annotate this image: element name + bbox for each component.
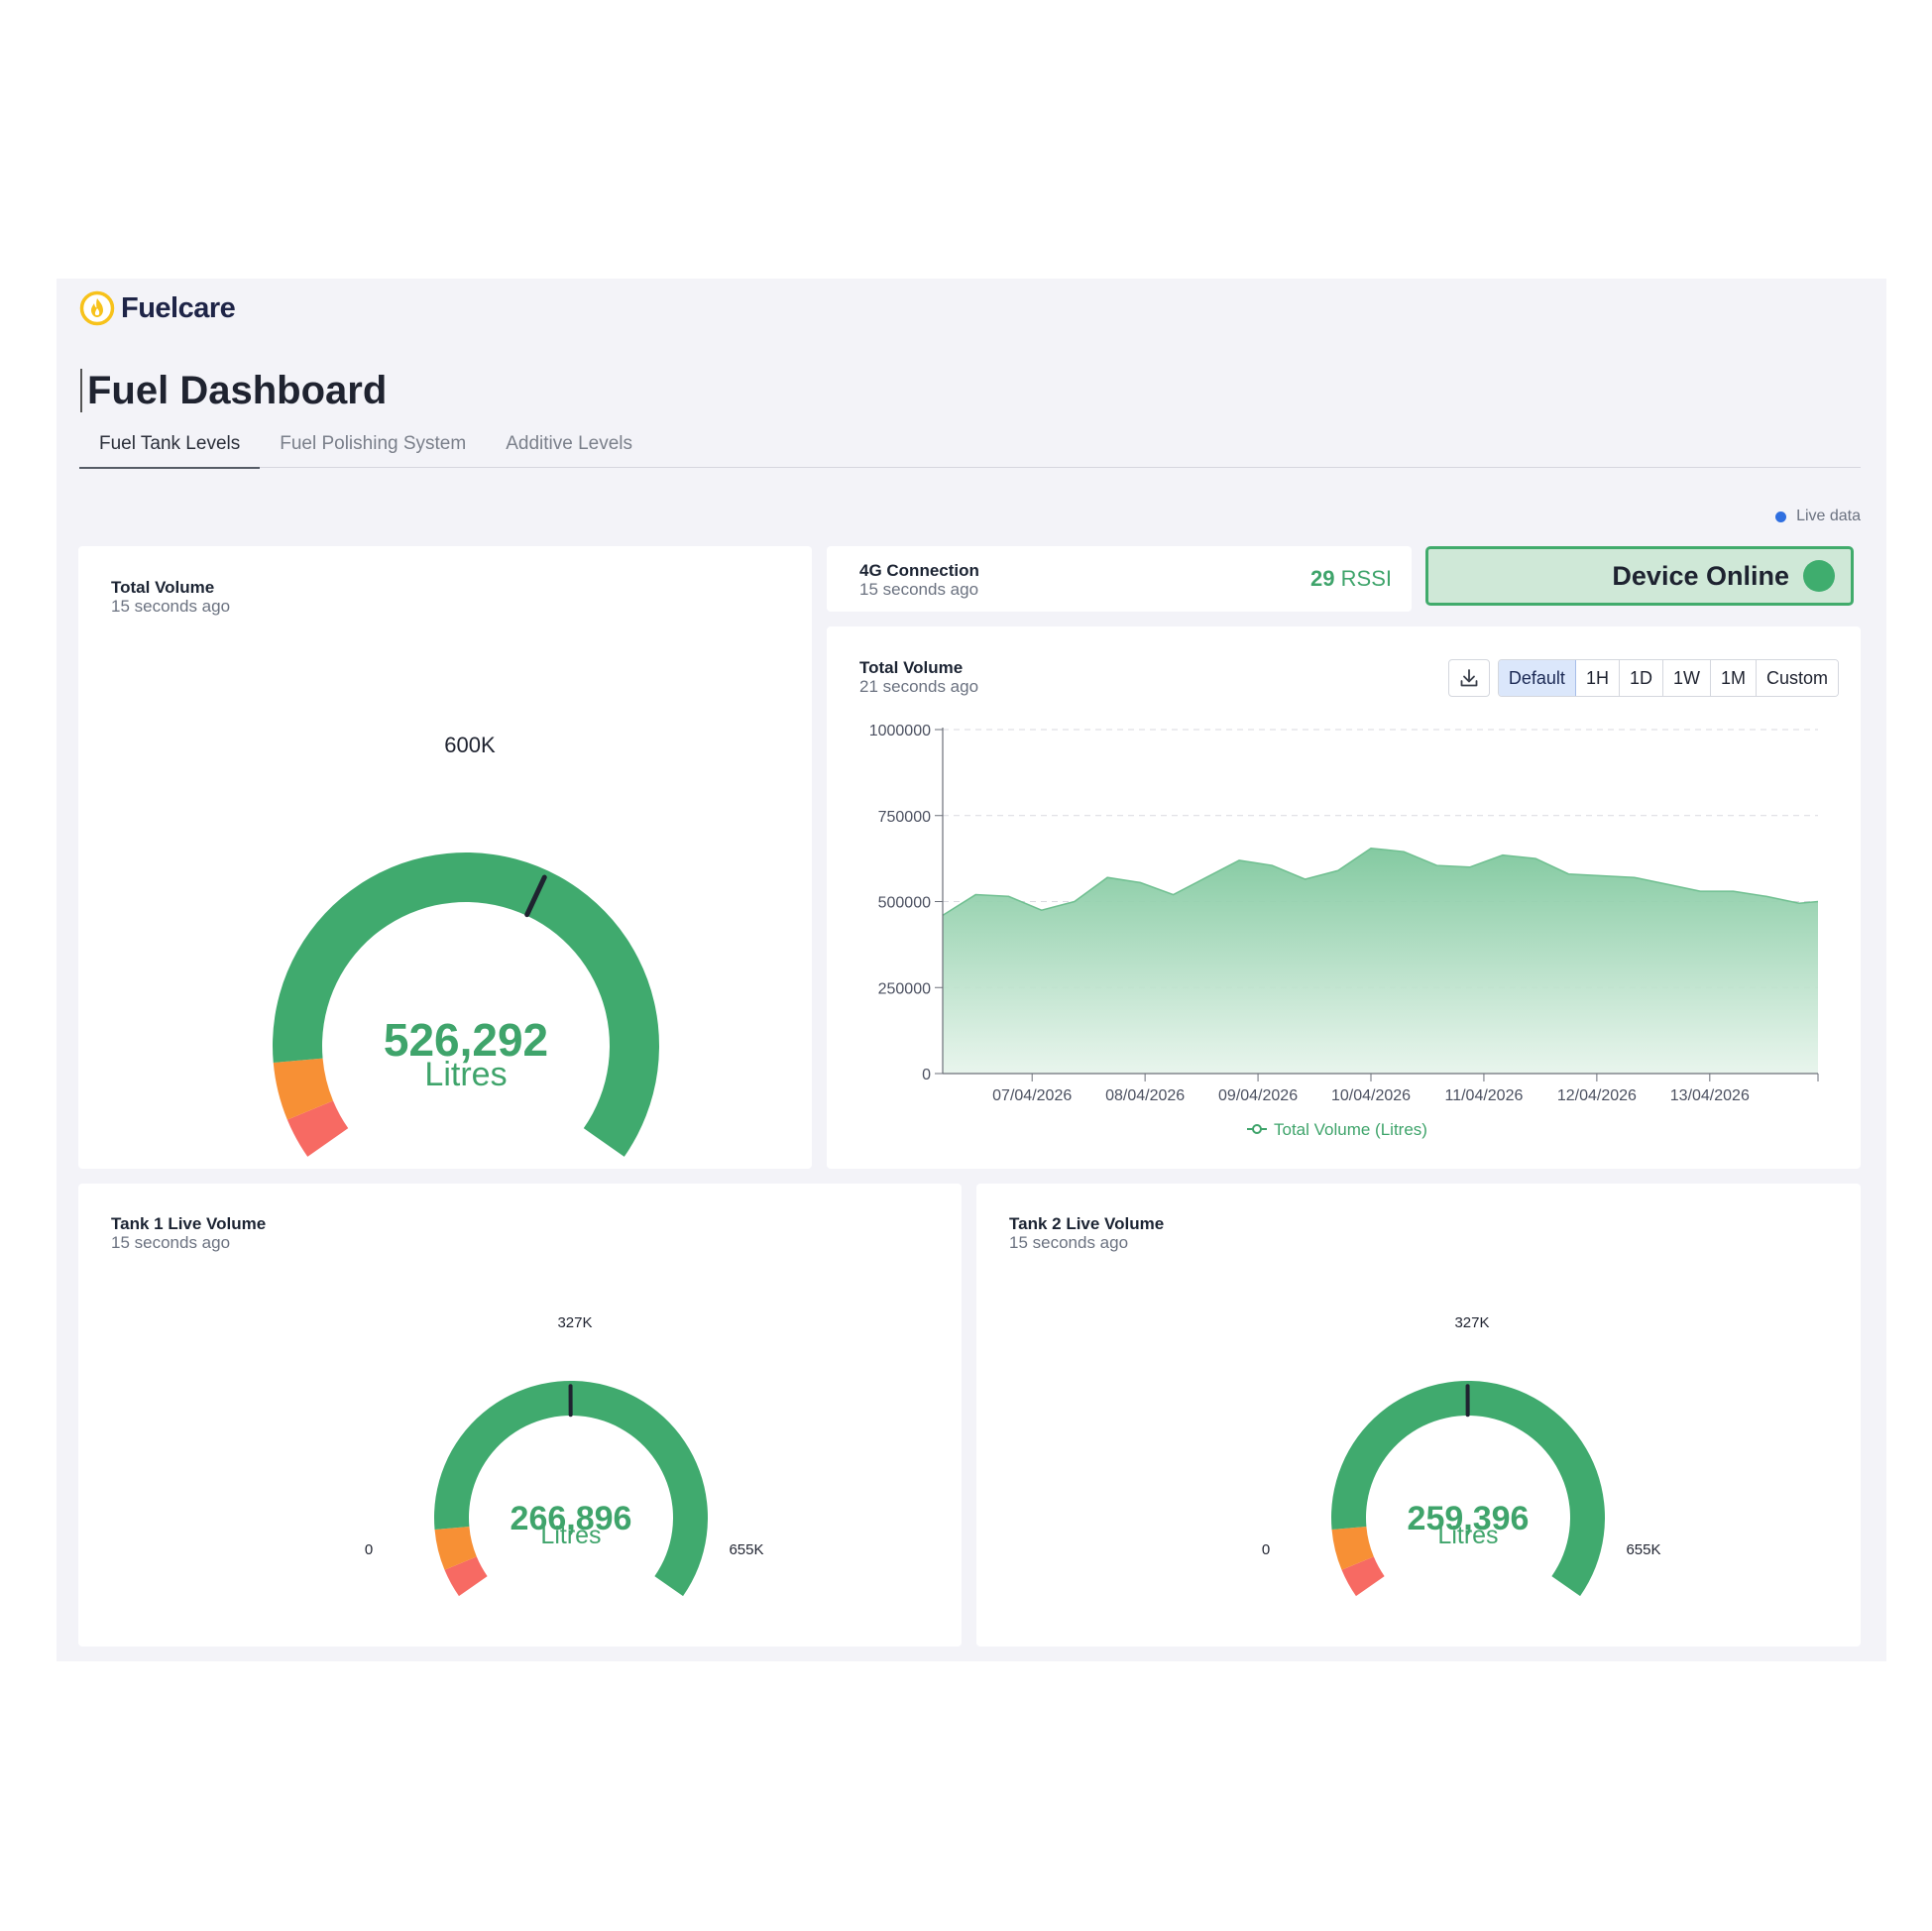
gauge-orange-band — [434, 1526, 477, 1570]
x-tick-label: 08/04/2026 — [1105, 1087, 1185, 1104]
gauge-marker-needle — [524, 874, 547, 918]
gauge-unit: Litres — [1437, 1522, 1498, 1549]
gauge-marker-label: 327K — [1454, 1314, 1489, 1331]
x-tick-label: 11/04/2026 — [1444, 1087, 1523, 1104]
total-volume-chart-card: Total Volume 21 seconds ago Default 1H 1… — [827, 626, 1861, 1169]
page-title: Fuel Dashboard — [80, 369, 387, 412]
live-dot-icon — [1775, 511, 1787, 522]
legend-marker-icon — [1252, 1124, 1262, 1134]
live-data-indicator: Live data — [1775, 508, 1861, 525]
gauge-marker-label: 600K — [444, 733, 496, 757]
gauge-max-label: 655K — [729, 1541, 763, 1558]
y-tick-label: 0 — [922, 1067, 931, 1083]
y-tick-label: 500000 — [878, 895, 931, 912]
range-1h-button[interactable]: 1H — [1575, 660, 1620, 696]
device-status-label: Device Online — [1612, 560, 1789, 591]
download-icon — [1460, 669, 1478, 687]
card-title: 4G Connection — [859, 561, 979, 580]
card-title: Tank 1 Live Volume — [111, 1214, 267, 1233]
x-tick-label: 10/04/2026 — [1331, 1087, 1411, 1104]
gauge-red-band — [1341, 1556, 1385, 1597]
gauge-marker-label: 327K — [557, 1314, 592, 1331]
card-updated-time: 15 seconds ago — [111, 1233, 231, 1252]
total-volume-area — [943, 848, 1818, 1074]
status-dot-icon — [1803, 560, 1835, 592]
tab-additive-levels[interactable]: Additive Levels — [506, 433, 632, 454]
card-updated-time: 21 seconds ago — [859, 677, 979, 696]
card-updated-time: 15 seconds ago — [859, 580, 979, 599]
tab-fuel-tank-levels[interactable]: Fuel Tank Levels — [79, 421, 261, 469]
rssi-unit: RSSI — [1340, 566, 1392, 591]
connection-card: 4G Connection 15 seconds ago 29 RSSI — [827, 546, 1412, 612]
device-status-badge: Device Online — [1425, 546, 1854, 606]
range-1w-button[interactable]: 1W — [1662, 660, 1711, 696]
x-tick-label: 07/04/2026 — [992, 1087, 1072, 1104]
gauge-max-label: 655K — [1626, 1541, 1660, 1558]
gauge-green-band — [434, 1381, 708, 1597]
download-button[interactable] — [1447, 659, 1490, 697]
gauge-value: 526,292 — [384, 1014, 548, 1066]
legend-label: Total Volume (Litres) — [1274, 1120, 1427, 1139]
rssi-readout: 29 RSSI — [1310, 566, 1392, 592]
card-title: Total Volume — [859, 658, 964, 677]
dashboard-tabs: Fuel Tank Levels Fuel Polishing System A… — [79, 421, 1861, 469]
gauge-green-band — [1331, 1381, 1605, 1597]
time-range-toolbar: Default 1H 1D 1W 1M Custom — [1447, 659, 1839, 697]
x-tick-label: 12/04/2026 — [1557, 1087, 1637, 1104]
gauge-green-band — [273, 852, 660, 1157]
card-title: Total Volume — [111, 578, 215, 597]
total-volume-gauge: 526,292Litres600K01M — [273, 733, 660, 1157]
range-default-button[interactable]: Default — [1498, 660, 1576, 696]
range-button-group: Default 1H 1D 1W 1M Custom — [1497, 659, 1839, 697]
y-tick-label: 750000 — [878, 809, 931, 826]
tank2-gauge-card: Tank 2 Live Volume 15 seconds ago 259,39… — [976, 1184, 1861, 1647]
range-custom-button[interactable]: Custom — [1756, 660, 1838, 696]
chart-legend[interactable]: Total Volume (Litres) — [1247, 1120, 1427, 1139]
gauge-red-band — [444, 1556, 488, 1597]
range-1m-button[interactable]: 1M — [1710, 660, 1757, 696]
total-volume-line — [942, 847, 1819, 917]
y-tick-label: 250000 — [878, 980, 931, 997]
tank1-gauge-card: Tank 1 Live Volume 15 seconds ago 266,89… — [78, 1184, 962, 1647]
x-tick-label: 13/04/2026 — [1670, 1087, 1750, 1104]
total-volume-gauge-card: Total Volume 15 seconds ago 526,292 Litre… — [78, 546, 812, 1169]
dashboard-app: Fuelcare Fuel Dashboard Fuel Tank Levels… — [57, 279, 1886, 1661]
x-tick-label: 09/04/2026 — [1218, 1087, 1298, 1104]
gauge-orange-band — [1331, 1526, 1374, 1570]
total-volume-area-chart: 0 250000 500000 750000 1000000 07/04/2026 08/0… — [869, 723, 1819, 1139]
gauge-min-label: 0 — [1262, 1541, 1270, 1558]
brand-logo[interactable]: Fuelcare — [79, 286, 236, 330]
rssi-value: 29 — [1310, 566, 1335, 591]
card-updated-time: 15 seconds ago — [111, 597, 231, 616]
tab-fuel-polishing-system[interactable]: Fuel Polishing System — [280, 433, 467, 454]
gauge-value: 266,896 — [511, 1500, 632, 1537]
card-updated-time: 15 seconds ago — [1009, 1233, 1129, 1252]
gauge-unit: Litres — [424, 1056, 507, 1093]
y-tick-label: 1000000 — [869, 723, 931, 739]
gauge-value: 259,396 — [1408, 1500, 1530, 1537]
flame-logo-icon — [79, 290, 115, 326]
gauge-red-band — [286, 1100, 349, 1157]
brand-name: Fuelcare — [121, 291, 236, 324]
range-1d-button[interactable]: 1D — [1619, 660, 1663, 696]
gauge-orange-band — [273, 1058, 334, 1120]
card-title: Tank 2 Live Volume — [1009, 1214, 1165, 1233]
live-data-label: Live data — [1796, 508, 1861, 524]
gauge-unit: Litres — [540, 1522, 601, 1549]
gauge-min-label: 0 — [365, 1541, 373, 1558]
